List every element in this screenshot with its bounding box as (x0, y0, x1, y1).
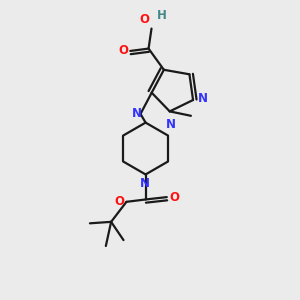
Text: O: O (169, 190, 179, 204)
Text: N: N (166, 118, 176, 131)
Text: O: O (114, 195, 124, 208)
Text: N: N (132, 107, 142, 120)
Text: N: N (140, 177, 150, 190)
Text: N: N (198, 92, 208, 105)
Text: O: O (118, 44, 128, 57)
Text: H: H (157, 9, 167, 22)
Text: O: O (139, 13, 149, 26)
